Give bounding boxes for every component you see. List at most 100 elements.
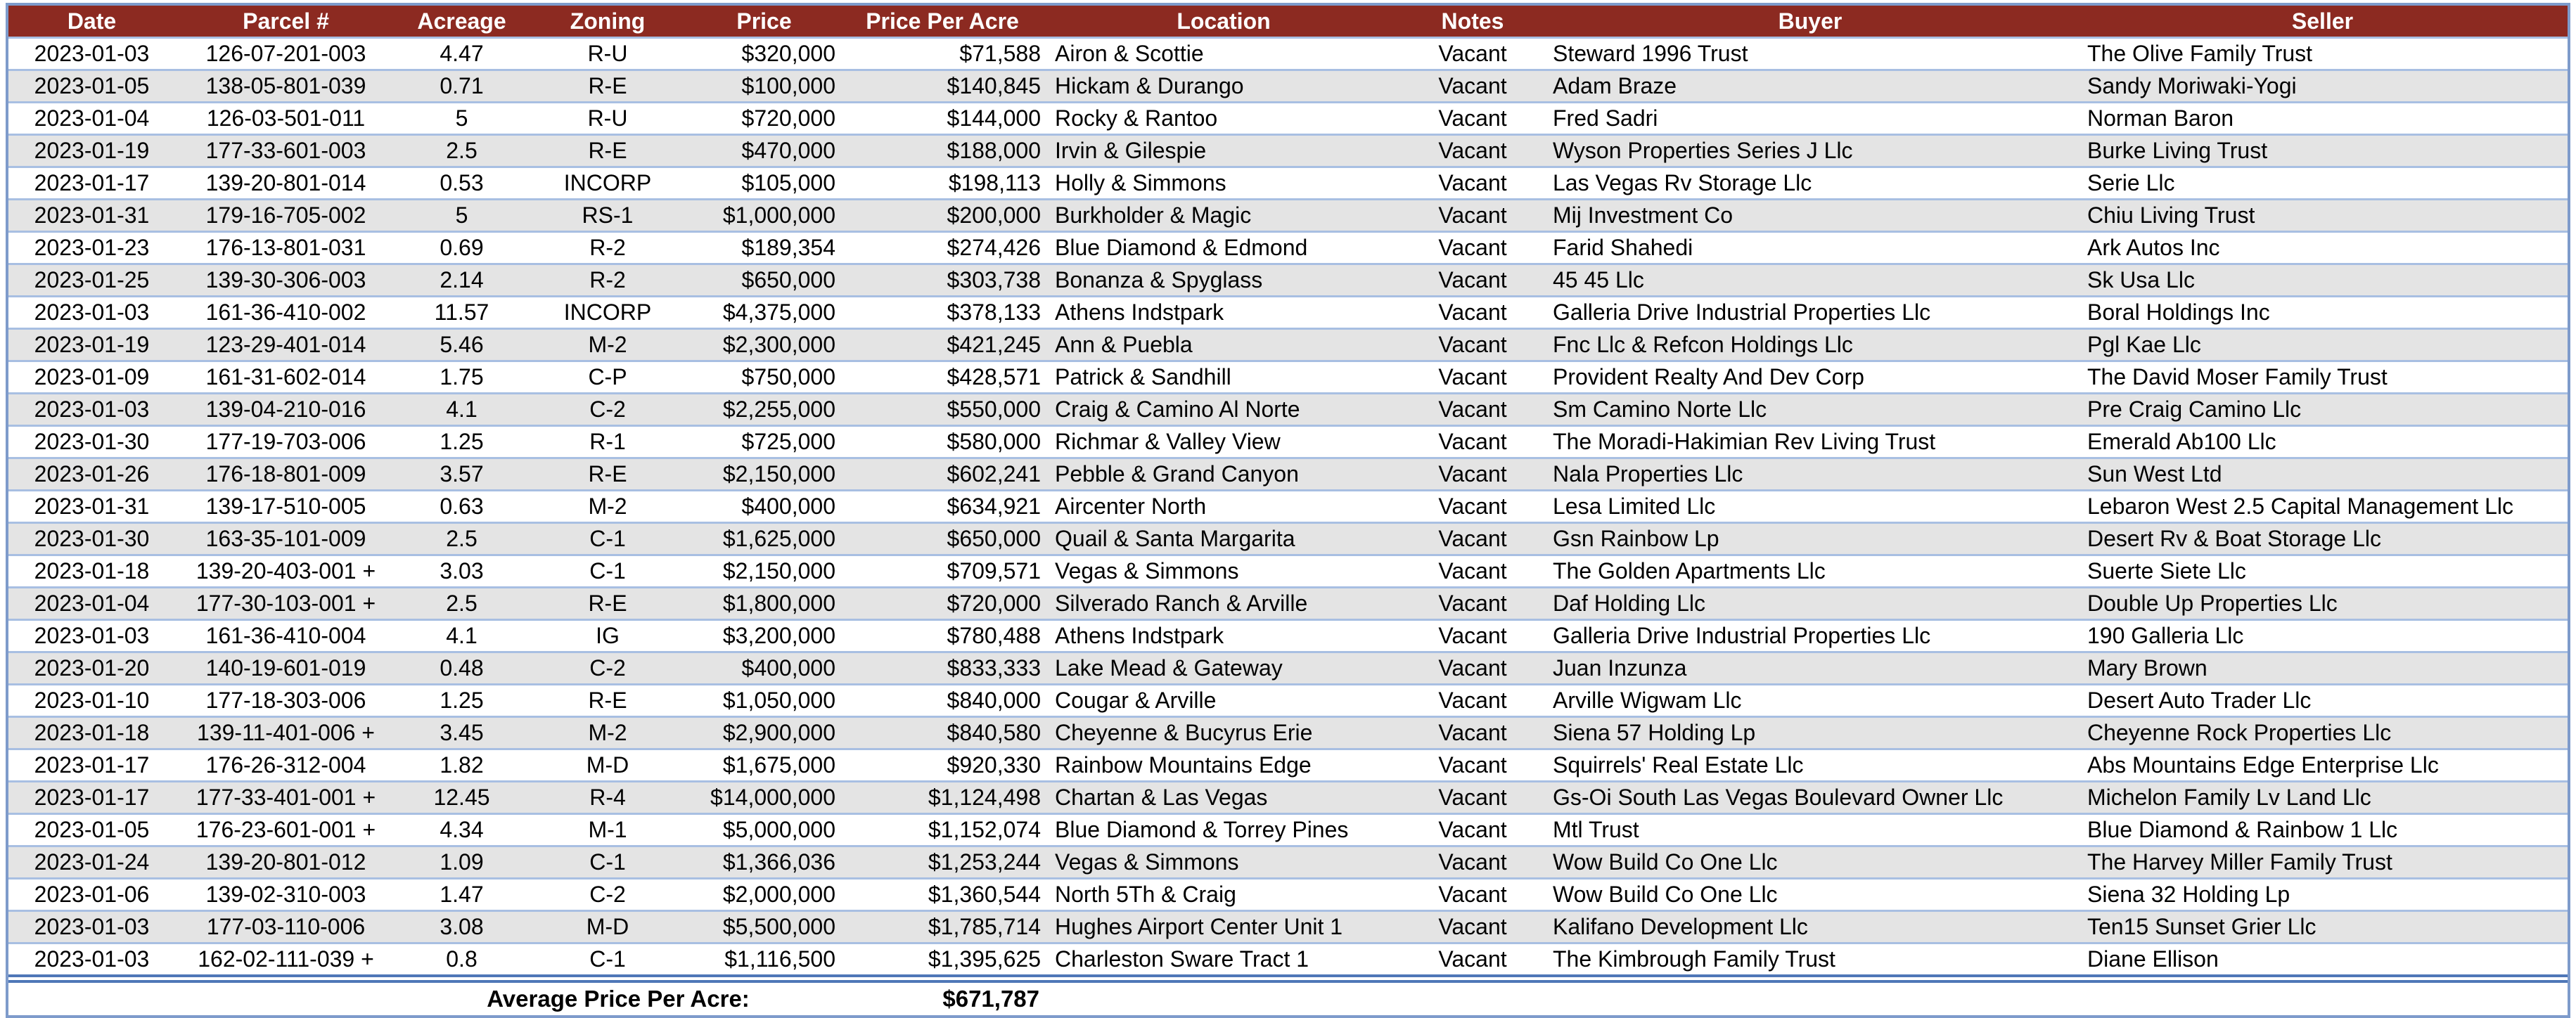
cell-price-per-acre: $198,113 — [948, 170, 1041, 195]
cell-price: $650,000 — [741, 267, 835, 292]
cell-price-per-acre: $602,241 — [947, 461, 1041, 487]
table-row: 2023-01-06 139-02-310-003 1.47 C-2 $2,000,00… — [8, 877, 2568, 910]
cell-parcel: 139-30-306-003 — [205, 267, 366, 292]
cell-zoning: M-2 — [588, 494, 627, 519]
cell-price-per-acre: $634,921 — [947, 494, 1041, 519]
cell-price-per-acre: $140,845 — [947, 73, 1041, 98]
cell-notes: Vacant — [1438, 849, 1507, 875]
cell-price-per-acre: $1,152,074 — [928, 817, 1041, 842]
header-row: Date Parcel # Acreage Zoning Price Price Per … — [8, 6, 2568, 39]
cell-location: Richmar & Valley View — [1055, 429, 1281, 454]
cell-parcel: 139-04-210-016 — [205, 397, 366, 422]
cell-price: $1,366,036 — [722, 849, 835, 875]
cell-price: $320,000 — [741, 41, 835, 66]
cell-date: 2023-01-05 — [34, 817, 150, 842]
cell-parcel: 176-26-312-004 — [205, 752, 366, 778]
cell-location: Hughes Airport Center Unit 1 — [1055, 914, 1343, 939]
cell-notes: Vacant — [1438, 946, 1507, 972]
cell-notes: Vacant — [1438, 267, 1507, 292]
cell-buyer: Fred Sadri — [1553, 105, 1658, 131]
cell-seller: Diane Ellison — [2087, 946, 2219, 972]
cell-zoning: C-1 — [589, 558, 626, 584]
cell-price: $100,000 — [741, 73, 835, 98]
cell-price: $3,200,000 — [722, 623, 835, 648]
cell-buyer: Daf Holding Llc — [1553, 591, 1705, 616]
table-row: 2023-01-18 139-11-401-006 + 3.45 M-2 $2,900,… — [8, 716, 2568, 748]
table-row: 2023-01-05 138-05-801-039 0.71 R-E $100,000 $… — [8, 69, 2568, 101]
cell-seller: Lebaron West 2.5 Capital Management Llc — [2087, 494, 2513, 519]
cell-parcel: 123-29-401-014 — [205, 332, 366, 357]
cell-acreage: 1.75 — [440, 364, 484, 389]
cell-parcel: 161-31-602-014 — [205, 364, 366, 389]
cell-parcel: 176-23-601-001 + — [196, 817, 376, 842]
table-row: 2023-01-03 139-04-210-016 4.1 C-2 $2,255,000… — [8, 392, 2568, 425]
cell-acreage: 4.1 — [446, 623, 478, 648]
cell-price-per-acre: $200,000 — [947, 202, 1041, 228]
cell-location: Silverado Ranch & Arville — [1055, 591, 1308, 616]
cell-notes: Vacant — [1438, 170, 1507, 195]
cell-zoning: M-D — [586, 752, 629, 778]
cell-zoning: R-2 — [589, 267, 626, 292]
header-cell-price-per-acre: Price Per Acre — [866, 8, 1019, 34]
cell-acreage: 0.53 — [440, 170, 484, 195]
cell-notes: Vacant — [1438, 720, 1507, 745]
header-cell-parcel: Parcel # — [243, 8, 329, 34]
cell-seller: Blue Diamond & Rainbow 1 Llc — [2087, 817, 2398, 842]
cell-acreage: 11.57 — [434, 299, 489, 325]
table-row: 2023-01-04 126-03-501-011 5 R-U $720,000 $144… — [8, 101, 2568, 134]
cell-location: Cougar & Arville — [1055, 688, 1217, 713]
cell-location: Ann & Puebla — [1055, 332, 1193, 357]
cell-location: Charleston Sware Tract 1 — [1055, 946, 1309, 972]
cell-zoning: C-2 — [589, 882, 626, 907]
cell-buyer: Galleria Drive Industrial Properties Llc — [1553, 623, 1931, 648]
cell-seller: The Olive Family Trust — [2087, 41, 2313, 66]
cell-acreage: 3.45 — [440, 720, 484, 745]
cell-seller: The David Moser Family Trust — [2087, 364, 2388, 389]
table-row: 2023-01-25 139-30-306-003 2.14 R-2 $650,000 $… — [8, 263, 2568, 295]
cell-date: 2023-01-03 — [34, 41, 150, 66]
cell-date: 2023-01-03 — [34, 914, 150, 939]
cell-date: 2023-01-30 — [34, 526, 150, 551]
cell-buyer: Squirrels' Real Estate Llc — [1553, 752, 1804, 778]
cell-zoning: C-1 — [589, 849, 626, 875]
cell-price: $470,000 — [741, 138, 835, 163]
cell-price-per-acre: $1,395,625 — [928, 946, 1041, 972]
cell-seller: Double Up Properties Llc — [2087, 591, 2338, 616]
cell-parcel: 126-03-501-011 — [206, 105, 366, 131]
cell-parcel: 138-05-801-039 — [205, 73, 366, 98]
cell-buyer: Juan Inzunza — [1553, 655, 1687, 681]
cell-seller: Pre Craig Camino Llc — [2087, 397, 2302, 422]
cell-acreage: 1.25 — [440, 688, 484, 713]
table-row: 2023-01-30 163-35-101-009 2.5 C-1 $1,625,000… — [8, 522, 2568, 554]
cell-seller: Norman Baron — [2087, 105, 2234, 131]
cell-zoning: R-U — [587, 41, 628, 66]
cell-buyer: Mij Investment Co — [1553, 202, 1734, 228]
cell-seller: Michelon Family Lv Land Llc — [2087, 785, 2371, 810]
cell-location: Blue Diamond & Torrey Pines — [1055, 817, 1349, 842]
cell-location: Aircenter North — [1055, 494, 1207, 519]
cell-seller: Sun West Ltd — [2087, 461, 2222, 487]
cell-zoning: C-2 — [589, 655, 626, 681]
cell-price: $750,000 — [741, 364, 835, 389]
cell-buyer: Fnc Llc & Refcon Holdings Llc — [1553, 332, 1853, 357]
cell-price: $5,500,000 — [722, 914, 835, 939]
header-cell-date: Date — [67, 8, 117, 34]
cell-location: Bonanza & Spyglass — [1055, 267, 1263, 292]
cell-seller: Serie Llc — [2087, 170, 2175, 195]
cell-parcel: 177-03-110-006 — [206, 914, 366, 939]
table-row: 2023-01-03 126-07-201-003 4.47 R-U $320,000 $… — [8, 39, 2568, 69]
cell-parcel: 139-17-510-005 — [205, 494, 366, 519]
cell-date: 2023-01-31 — [34, 202, 150, 228]
cell-notes: Vacant — [1438, 138, 1507, 163]
cell-date: 2023-01-17 — [34, 785, 150, 810]
cell-date: 2023-01-24 — [34, 849, 150, 875]
header-cell-notes: Notes — [1441, 8, 1504, 34]
cell-buyer: Galleria Drive Industrial Properties Llc — [1553, 299, 1931, 325]
cell-acreage: 1.47 — [440, 882, 484, 907]
cell-parcel: 161-36-410-004 — [205, 623, 366, 648]
cell-acreage: 2.14 — [440, 267, 484, 292]
cell-price: $2,000,000 — [722, 882, 835, 907]
cell-price-per-acre: $428,571 — [947, 364, 1041, 389]
cell-seller: Boral Holdings Inc — [2087, 299, 2270, 325]
cell-location: Lake Mead & Gateway — [1055, 655, 1283, 681]
